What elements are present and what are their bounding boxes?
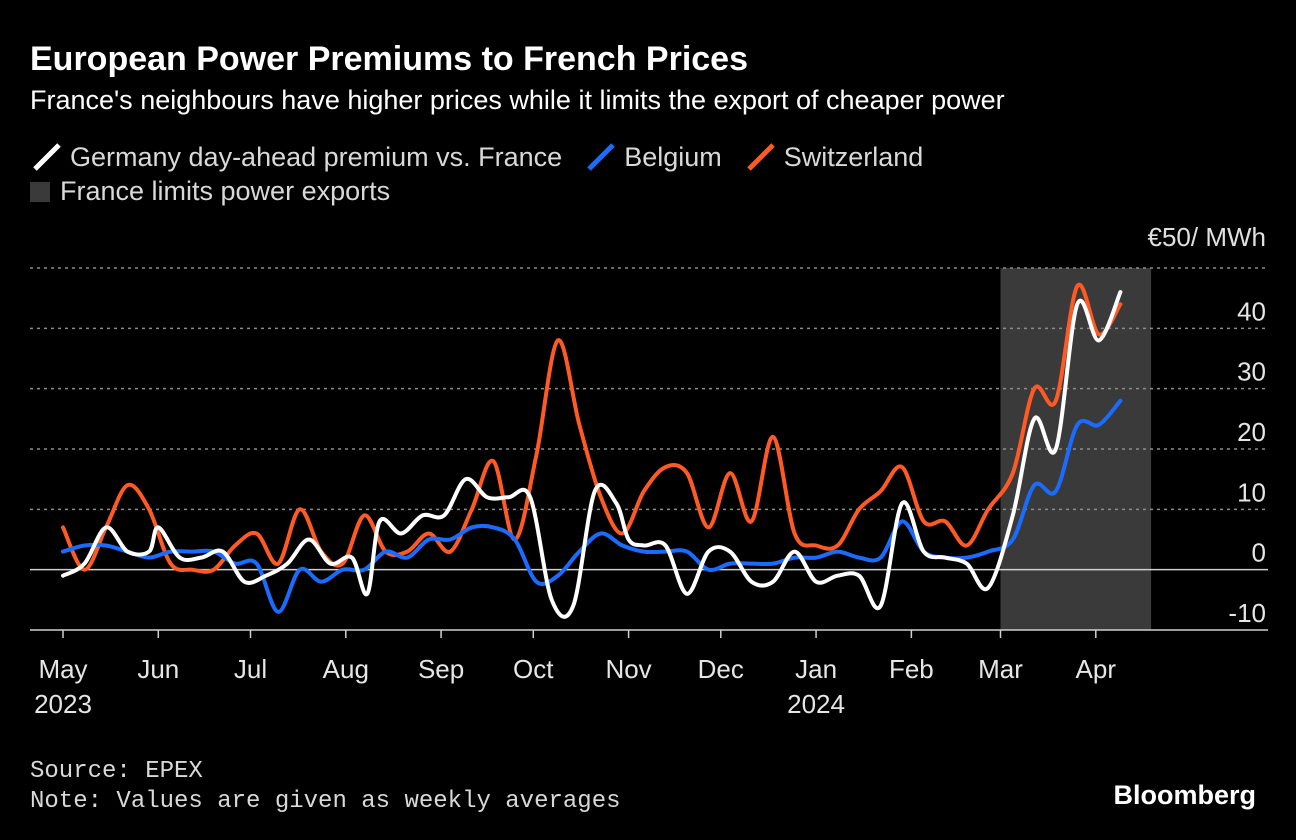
- legend-label-germany: Germany day-ahead premium vs. France: [70, 141, 563, 172]
- chart-subtitle: France's neighbours have higher prices w…: [30, 85, 1005, 115]
- legend-label-shade: France limits power exports: [60, 176, 391, 206]
- x-tick-label-mar: Mar: [978, 654, 1023, 684]
- legend-swatch-belgium: [587, 143, 615, 171]
- x-tick-label-sep: Sep: [418, 654, 464, 684]
- legend-item-switzerland: Switzerland: [744, 140, 924, 174]
- legend-swatch-shade: [30, 181, 50, 202]
- legend-item-shade: France limits power exports: [30, 176, 390, 207]
- x-tick-year-2024: 2024: [787, 689, 845, 719]
- source-note: Source: EPEX: [30, 758, 203, 785]
- x-tick-label-may: May: [38, 654, 87, 684]
- x-tick-label-aug: Aug: [323, 654, 369, 684]
- legend-swatch-germany: [33, 143, 61, 171]
- y-axis-unit-label: €50/ MWh: [1147, 222, 1267, 252]
- x-tick-label-apr: Apr: [1076, 654, 1117, 684]
- x-tick-label-jun: Jun: [137, 654, 179, 684]
- series-line-germany: [61, 290, 1123, 619]
- y-tick-label-20: 20: [1237, 417, 1266, 447]
- x-tick-label-jul: Jul: [234, 654, 267, 684]
- legend-shade-row: France limits power exports: [30, 176, 412, 207]
- y-tick-label-0: 0: [1252, 538, 1266, 568]
- y-tick-label-30: 30: [1237, 357, 1266, 387]
- x-tick-year-2023: 2023: [34, 689, 92, 719]
- y-tick-label-40: 40: [1237, 296, 1266, 326]
- series-line-switzerland: [61, 282, 1123, 574]
- x-tick-label-feb: Feb: [889, 654, 934, 684]
- legend-item-belgium: Belgium: [584, 140, 722, 174]
- y-tick-label-10: 10: [1237, 477, 1266, 507]
- x-tick-label-nov: Nov: [605, 654, 651, 684]
- legend-item-germany: Germany day-ahead premium vs. France: [30, 140, 562, 174]
- y-tick-label--10: -10: [1228, 598, 1266, 628]
- x-tick-label-oct: Oct: [513, 654, 554, 684]
- x-tick-label-jan: Jan: [795, 654, 837, 684]
- footnote: Note: Values are given as weekly average…: [30, 788, 621, 815]
- legend-label-switzerland: Switzerland: [783, 141, 924, 172]
- chart-title: European Power Premiums to French Prices: [30, 40, 749, 78]
- x-tick-label-dec: Dec: [698, 654, 744, 684]
- legend-label-belgium: Belgium: [624, 141, 722, 172]
- legend: Germany day-ahead premium vs. France Bel…: [30, 140, 945, 174]
- bloomberg-logo: Bloomberg: [1113, 780, 1256, 810]
- legend-swatch-switzerland: [746, 143, 775, 171]
